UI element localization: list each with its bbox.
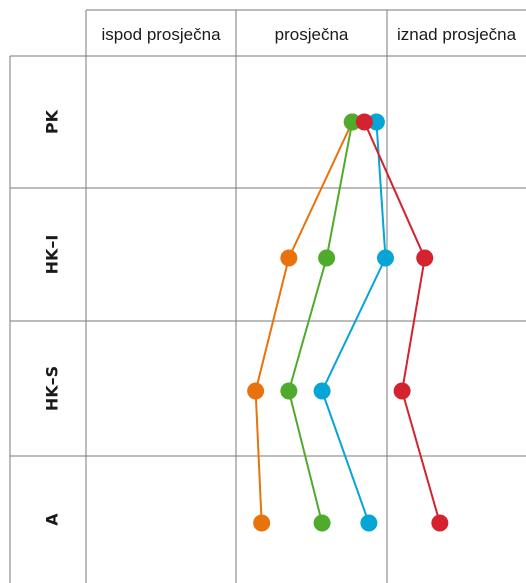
data-point xyxy=(253,514,271,532)
data-point xyxy=(431,514,449,532)
data-point xyxy=(355,113,373,131)
series-line xyxy=(254,121,354,524)
data-point xyxy=(416,249,434,267)
labels: ispod prosječna prosječna iznad prosječna P… xyxy=(43,25,517,526)
series-line xyxy=(363,121,441,524)
data-point xyxy=(367,113,385,131)
data-point xyxy=(343,113,361,131)
data-point xyxy=(247,382,265,400)
data-point xyxy=(313,382,331,400)
row-label: A xyxy=(43,513,62,526)
data-point xyxy=(393,382,411,400)
row-label: HK–I xyxy=(43,235,62,275)
row-label: PK xyxy=(43,109,62,134)
data-point xyxy=(318,249,336,267)
series-points xyxy=(247,113,449,532)
series-line xyxy=(287,121,354,524)
data-point xyxy=(360,514,378,532)
data-point xyxy=(280,249,298,267)
column-label: ispod prosječna xyxy=(101,25,221,44)
row-label: HK–S xyxy=(43,366,62,411)
grid xyxy=(9,9,526,583)
series-lines xyxy=(254,121,441,524)
data-point xyxy=(313,514,331,532)
data-point xyxy=(376,249,394,267)
column-label: prosječna xyxy=(275,25,349,44)
data-point xyxy=(280,382,298,400)
column-label: iznad prosječna xyxy=(397,25,517,44)
series-line xyxy=(320,121,387,524)
